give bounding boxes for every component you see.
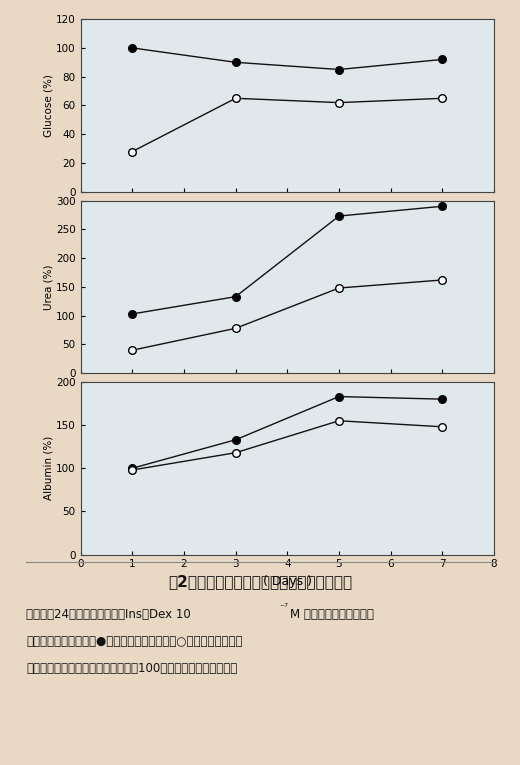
Y-axis label: Urea (%): Urea (%) — [43, 264, 53, 310]
X-axis label: ( Days ): ( Days ) — [263, 575, 312, 588]
Text: ⁻⁷: ⁻⁷ — [279, 603, 288, 613]
Y-axis label: Glucose (%): Glucose (%) — [43, 74, 53, 137]
Text: 培養した。（血清培地第１日目のを100とした相対値で表示）。: 培養した。（血清培地第１日目のを100とした相対値で表示）。 — [26, 662, 237, 675]
Text: M を含む培地で培養した: M を含む培地で培養した — [290, 608, 374, 621]
Text: 培養開始24時間後まで血清，Ins，Dex 10: 培養開始24時間後まで血清，Ins，Dex 10 — [26, 608, 191, 621]
Text: 後，血清を含む培地（●）および無血清培地（○）に分けて７日間: 後，血清を含む培地（●）および無血清培地（○）に分けて７日間 — [26, 635, 242, 648]
Text: 囲2　培養肝細胞の維持に及ぼす血清の影響: 囲2 培養肝細胞の維持に及ぼす血清の影響 — [168, 574, 352, 589]
Y-axis label: Albumin (%): Albumin (%) — [43, 436, 53, 500]
